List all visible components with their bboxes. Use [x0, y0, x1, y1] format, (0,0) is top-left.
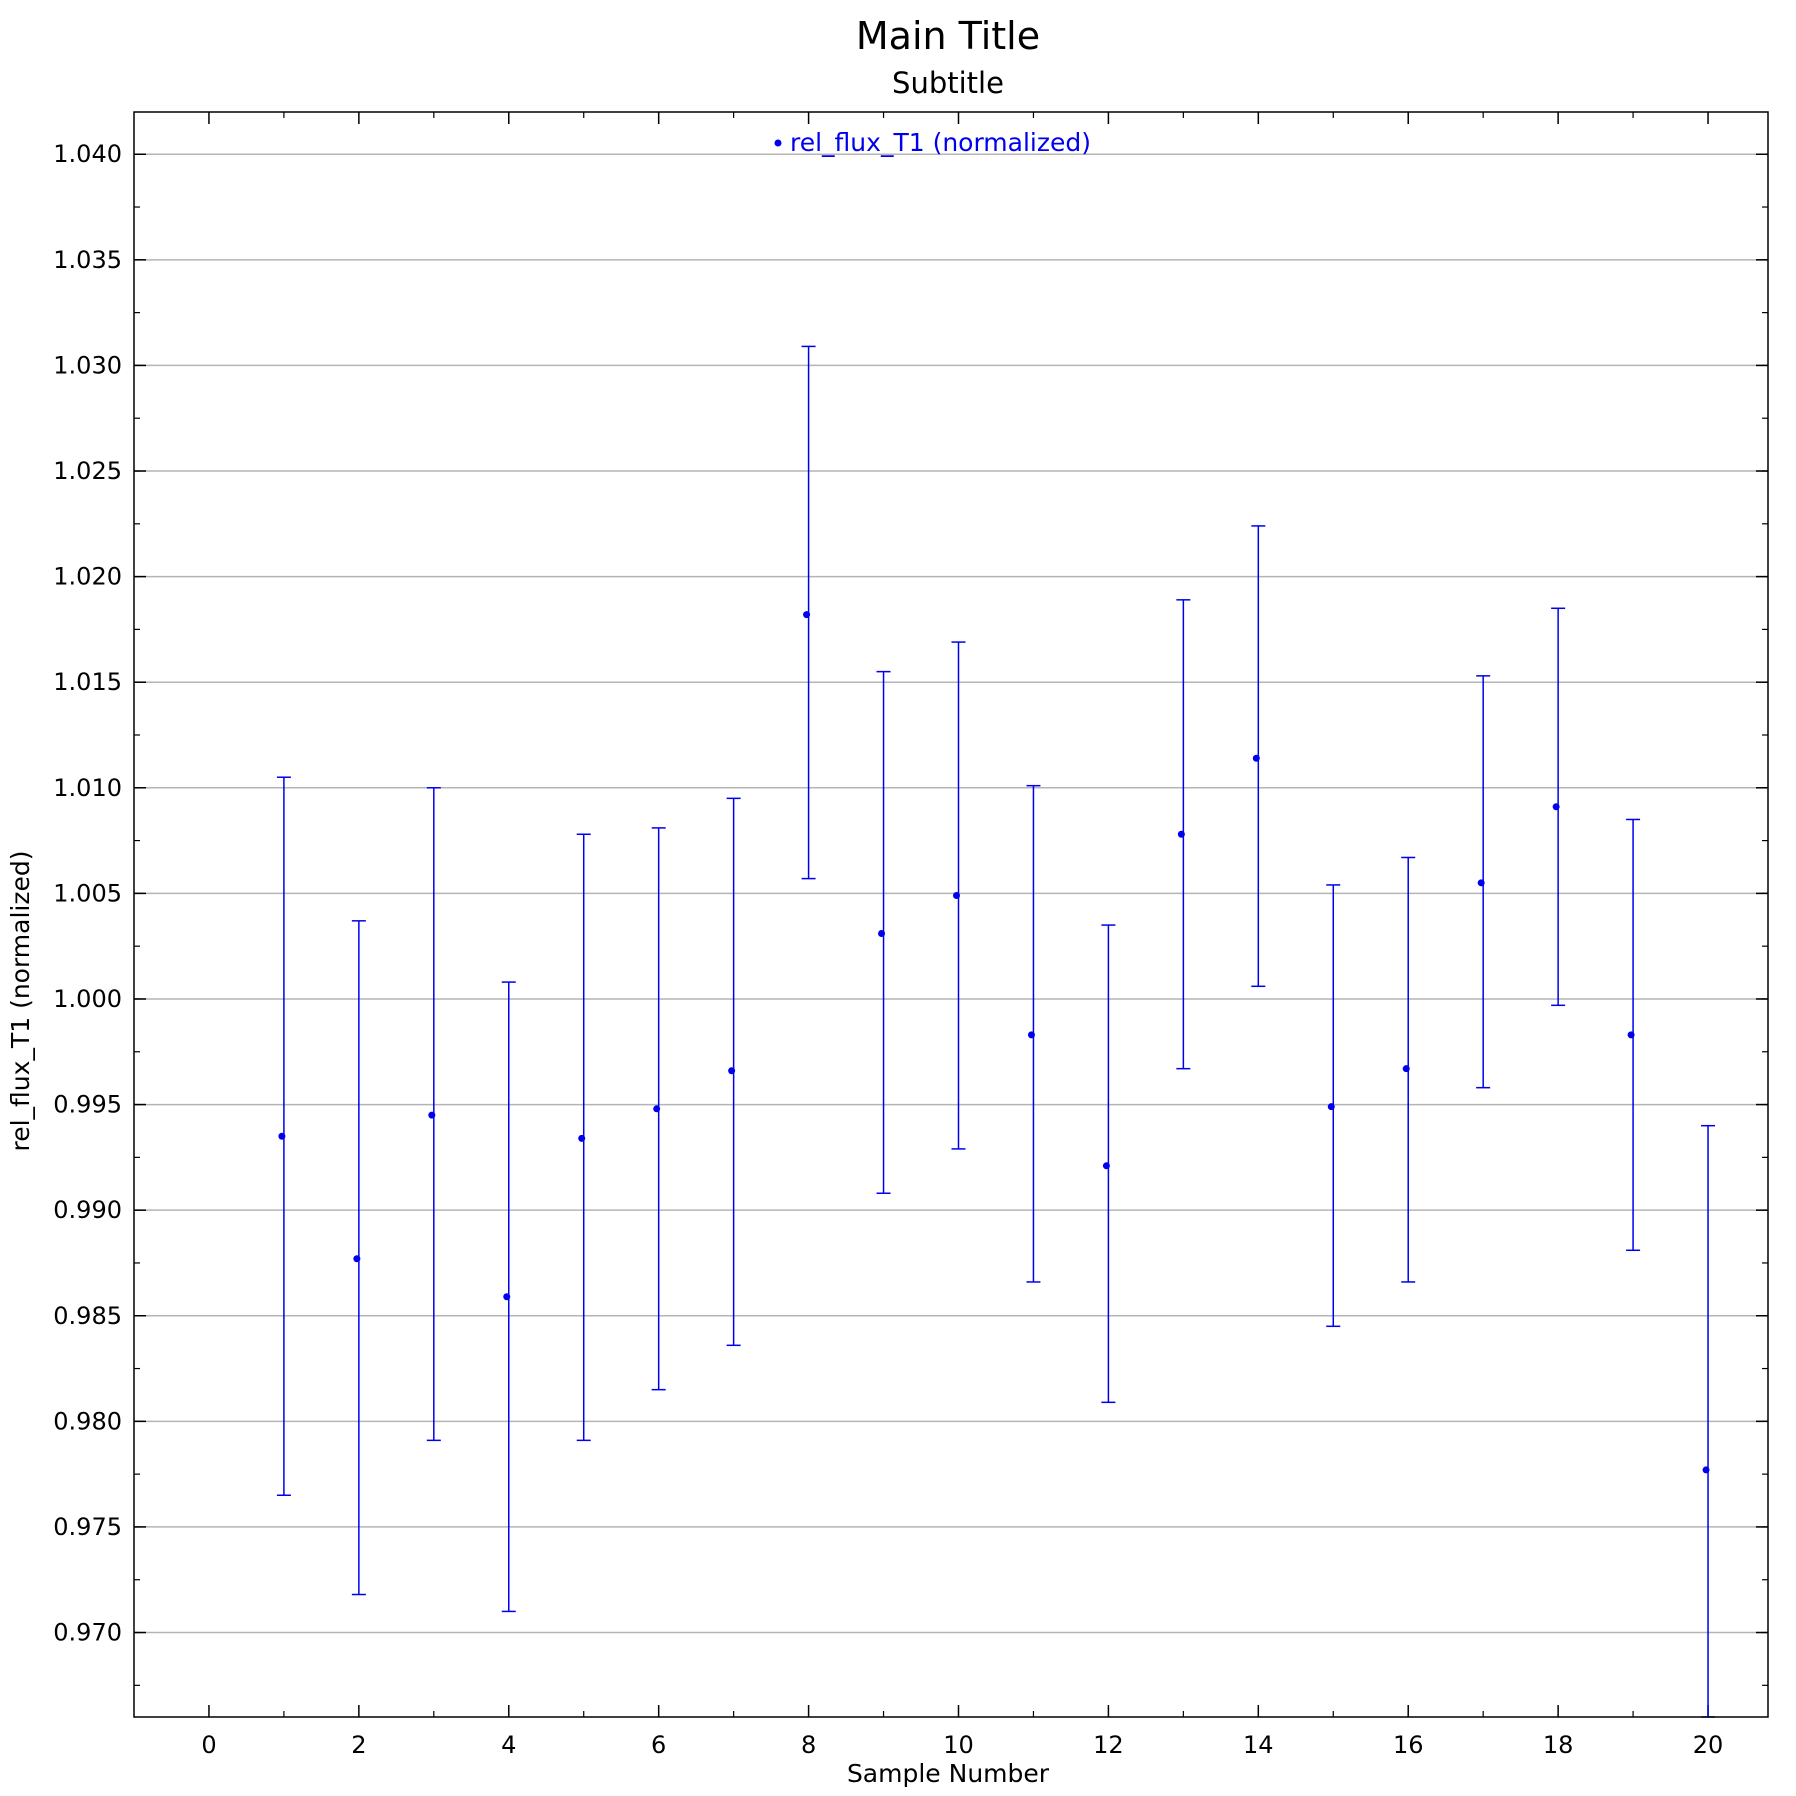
data-point [1252, 754, 1260, 762]
x-tick-label: 20 [1693, 1731, 1724, 1759]
chart-title: Main Title [856, 14, 1040, 58]
x-tick-label: 10 [943, 1731, 974, 1759]
data-point [278, 1132, 286, 1140]
x-tick-label: 16 [1393, 1731, 1424, 1759]
data-point [878, 930, 886, 938]
y-tick-label: 1.030 [53, 351, 122, 379]
chart-subtitle: Subtitle [892, 66, 1004, 100]
data-point [578, 1134, 586, 1142]
data-point [1702, 1466, 1710, 1474]
y-axis-label: rel_flux_T1 (normalized) [6, 851, 35, 1152]
x-tick-label: 2 [351, 1731, 366, 1759]
x-tick-label: 18 [1543, 1731, 1574, 1759]
data-point [428, 1111, 436, 1119]
legend: rel_flux_T1 (normalized) [774, 128, 1091, 157]
y-tick-label: 1.010 [53, 774, 122, 802]
data-point [1477, 879, 1485, 887]
data-series [276, 345, 1716, 1718]
data-point [1102, 1162, 1110, 1170]
data-point [353, 1255, 361, 1263]
data-point [1627, 1031, 1635, 1039]
y-tick-label: 0.995 [53, 1091, 122, 1119]
y-tick-label: 1.040 [53, 140, 122, 168]
x-tick-label: 12 [1093, 1731, 1124, 1759]
y-tick-label: 1.020 [53, 563, 122, 591]
y-tick-label: 0.990 [53, 1196, 122, 1224]
data-point [1402, 1065, 1410, 1073]
data-point [1327, 1103, 1335, 1111]
y-tick-label: 0.980 [53, 1407, 122, 1435]
data-point [503, 1293, 511, 1301]
data-point [803, 611, 811, 619]
y-tick-label: 1.015 [53, 668, 122, 696]
x-axis-label: Sample Number [847, 1759, 1050, 1788]
y-axis: 0.970 0.975 0.980 0.985 0.990 0.995 1.000 1.005… [53, 140, 1768, 1686]
plot-frame [133, 111, 1769, 1718]
x-axis: 0 2 4 6 8 10 12 14 16 18 20 [201, 112, 1723, 1759]
data-point [728, 1067, 736, 1075]
data-point [653, 1105, 661, 1113]
y-tick-label: 0.975 [53, 1513, 122, 1541]
y-tick-label: 0.970 [53, 1619, 122, 1647]
data-point [1552, 803, 1560, 811]
y-tick-label: 1.025 [53, 457, 122, 485]
x-tick-label: 8 [801, 1731, 816, 1759]
legend-marker [774, 139, 782, 147]
data-point [1027, 1031, 1035, 1039]
y-tick-label: 1.035 [53, 246, 122, 274]
x-tick-label: 14 [1243, 1731, 1274, 1759]
data-point [952, 891, 960, 899]
y-tick-label: 1.000 [53, 985, 122, 1013]
x-tick-label: 4 [501, 1731, 516, 1759]
x-tick-label: 0 [201, 1731, 216, 1759]
legend-label: rel_flux_T1 (normalized) [790, 128, 1091, 157]
data-point [1177, 830, 1185, 838]
y-tick-label: 1.005 [53, 879, 122, 907]
x-tick-label: 6 [651, 1731, 666, 1759]
y-tick-label: 0.985 [53, 1302, 122, 1330]
gridlines [134, 153, 1768, 1634]
